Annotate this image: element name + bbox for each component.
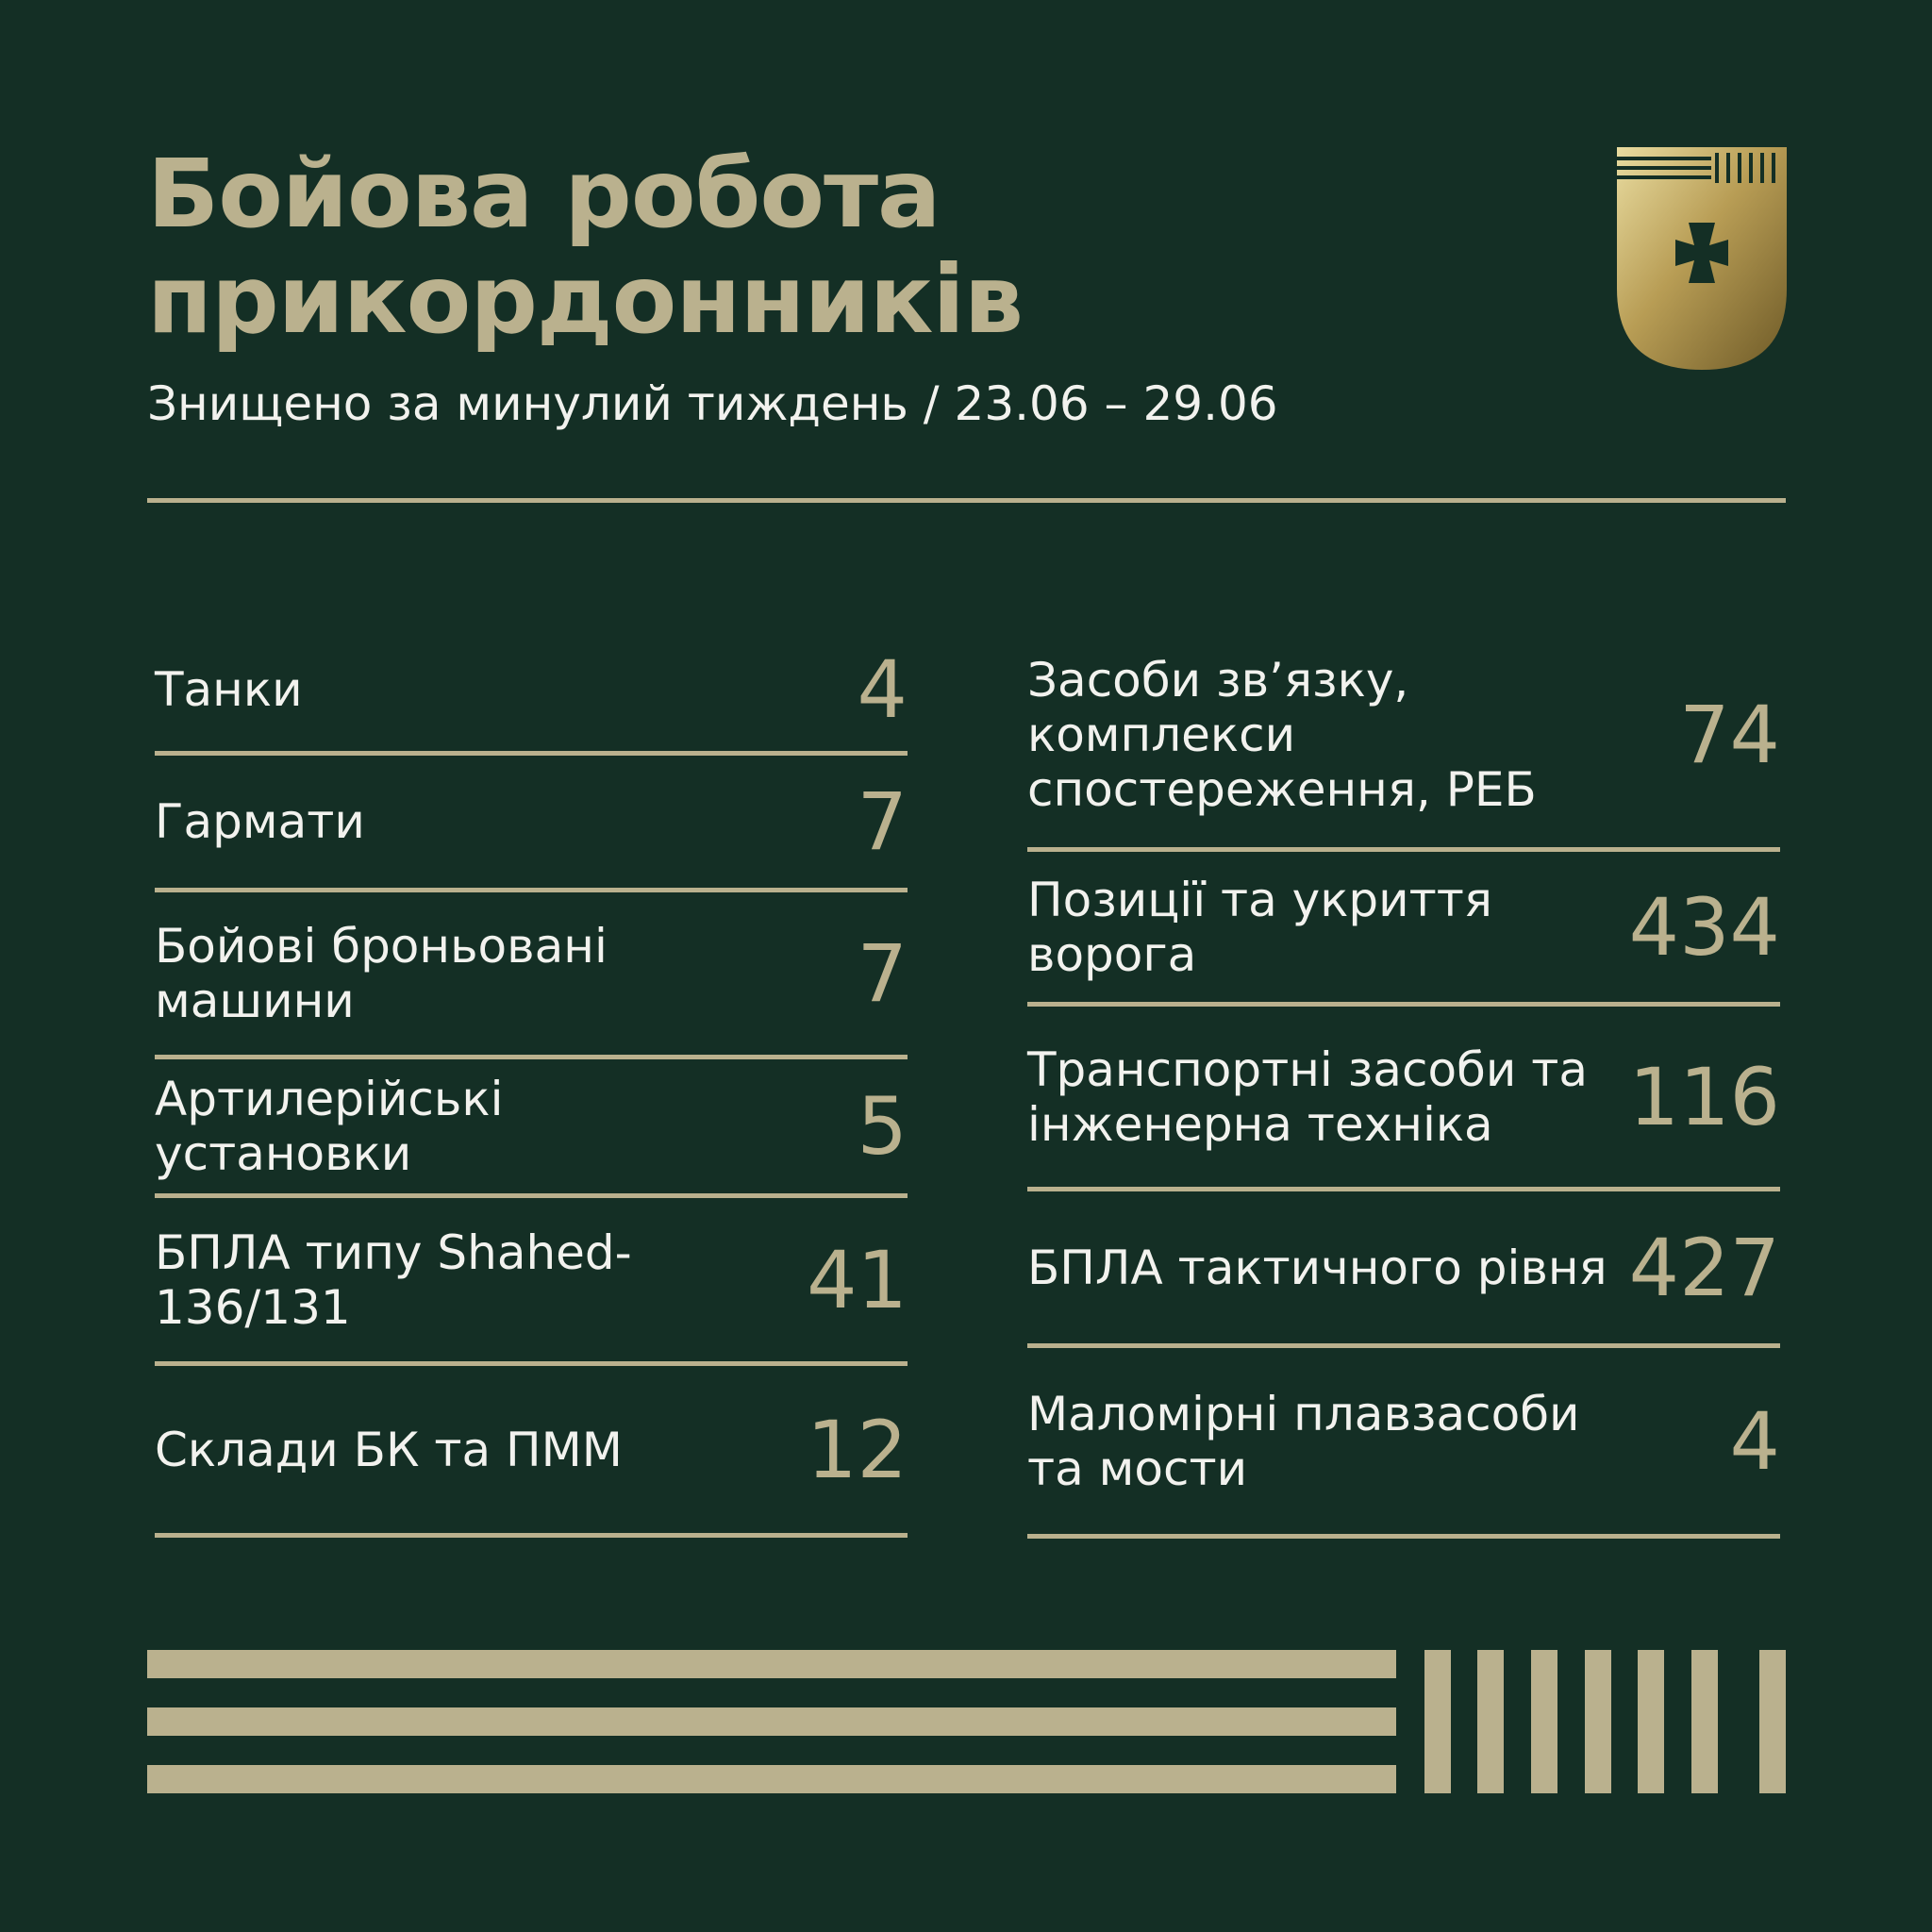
stat-row-depots: Склади БК та ПММ 12 — [155, 1366, 908, 1538]
title-line-1: Бойова робота — [147, 139, 941, 249]
header-divider — [147, 498, 1786, 503]
left-stats-column: Танки 4 Гармати 7 Бойові броньовані маши… — [155, 627, 908, 1538]
stat-value: 4 — [1729, 1394, 1780, 1488]
stat-label: Маломірні плавзасоби та мости — [1027, 1386, 1580, 1496]
stat-row-transport: Транспортні засоби та інженерна техніка … — [1027, 1007, 1780, 1191]
stat-row-positions: Позиції та укриття ворога 434 — [1027, 852, 1780, 1007]
stat-value: 434 — [1628, 880, 1780, 974]
stat-row-tanks: Танки 4 — [155, 627, 908, 756]
stat-label: Артилерійські установки — [155, 1072, 504, 1181]
stat-row-guns: Гармати 7 — [155, 756, 908, 892]
vertical-stripe — [1477, 1650, 1504, 1793]
stat-row-communications: Засоби зв’язку, комплекси спостереження,… — [1027, 627, 1780, 852]
stat-label: Танки — [155, 661, 303, 717]
horizontal-stripe — [147, 1650, 1396, 1678]
page-title: Бойова робота прикордонників — [147, 142, 1279, 353]
stat-label: Гармати — [155, 794, 365, 849]
stat-row-shahed-drones: БПЛА типу Shahed-136/131 41 — [155, 1198, 908, 1366]
stat-label: БПЛА тактичного рівня — [1027, 1240, 1607, 1295]
vertical-stripe — [1424, 1650, 1451, 1793]
vertical-stripe — [1691, 1650, 1718, 1793]
stat-label: БПЛА типу Shahed-136/131 — [155, 1224, 632, 1335]
right-stats-column: Засоби зв’язку, комплекси спостереження,… — [1027, 627, 1780, 1539]
stat-value: 41 — [807, 1233, 908, 1326]
stat-value: 12 — [807, 1403, 908, 1496]
stat-label: Бойові броньовані машини — [155, 919, 608, 1028]
horizontal-stripe — [147, 1765, 1396, 1793]
vertical-stripe — [1531, 1650, 1557, 1793]
stat-value: 4 — [857, 642, 908, 736]
stat-value: 116 — [1628, 1050, 1780, 1143]
stat-value: 5 — [857, 1080, 908, 1173]
stat-value: 74 — [1679, 688, 1780, 781]
horizontal-stripe — [147, 1707, 1396, 1736]
stat-value: 7 — [857, 775, 908, 868]
vertical-stripe — [1585, 1650, 1611, 1793]
stat-value: 7 — [857, 927, 908, 1020]
stat-row-artillery: Артилерійські установки 5 — [155, 1059, 908, 1198]
title-line-2: прикордонників — [147, 244, 1024, 355]
stat-label: Склади БК та ПММ — [155, 1422, 623, 1477]
stat-row-tactical-drones: БПЛА тактичного рівня 427 — [1027, 1191, 1780, 1348]
stat-label: Транспортні засоби та інженерна техніка — [1027, 1041, 1589, 1152]
stat-value: 427 — [1628, 1221, 1780, 1314]
stat-row-armored-vehicles: Бойові броньовані машини 7 — [155, 892, 908, 1059]
vertical-stripe — [1759, 1650, 1786, 1793]
stat-label: Позиції та укриття ворога — [1027, 872, 1492, 982]
subtitle: Знищено за минулий тиждень / 23.06 – 29.… — [147, 376, 1278, 431]
stat-label: Засоби зв’язку, комплекси спостереження,… — [1027, 652, 1537, 817]
vertical-stripe — [1638, 1650, 1664, 1793]
border-guard-shield-icon — [1617, 147, 1787, 370]
stat-row-boats-bridges: Маломірні плавзасоби та мости 4 — [1027, 1348, 1780, 1539]
